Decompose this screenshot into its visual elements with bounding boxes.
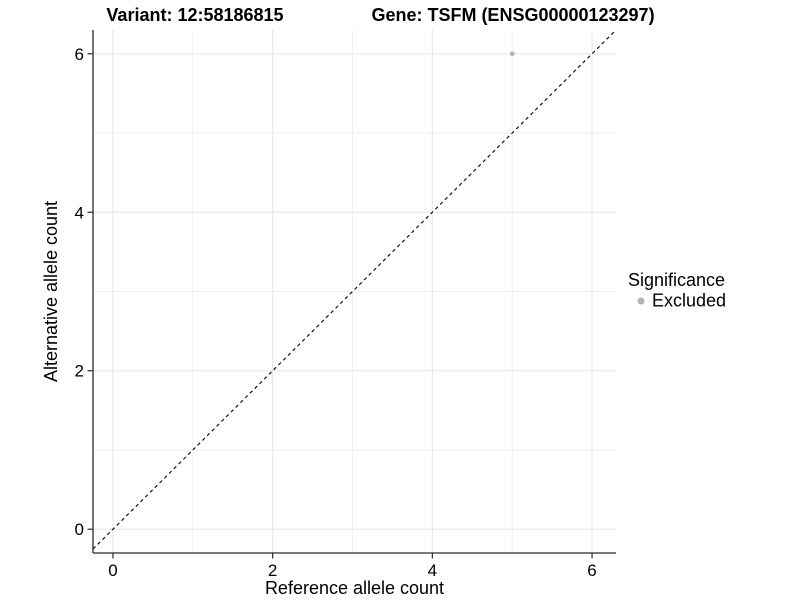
legend-point-swatch [637, 297, 645, 305]
x-tick-label: 2 [268, 561, 277, 580]
legend-title: Significance [628, 270, 725, 290]
axis-lines [92, 30, 616, 554]
y-tick-label: 6 [75, 45, 84, 64]
data-points [509, 51, 515, 57]
x-tick-label: 6 [587, 561, 596, 580]
tick-labels: 0 2 4 6 0 2 4 6 [75, 45, 597, 580]
y-tick-label: 0 [75, 520, 84, 539]
x-tick-label: 4 [428, 561, 437, 580]
identity-reference-line [92, 29, 617, 550]
y-tick-label: 2 [75, 362, 84, 381]
plot-title-gene: Gene: TSFM (ENSG00000123297) [371, 5, 654, 25]
y-tick-label: 4 [75, 203, 84, 222]
plot-title-variant: Variant: 12:58186815 [106, 5, 283, 25]
legend: Significance Excluded [628, 270, 726, 311]
grid-major-lines [93, 30, 616, 553]
dashed-identity-line [92, 29, 617, 550]
legend-item-label: Excluded [652, 291, 726, 311]
data-point [509, 51, 515, 57]
tick-marks [87, 53, 593, 559]
x-axis-title: Reference allele count [265, 578, 444, 598]
y-axis-title: Alternative allele count [41, 201, 61, 382]
x-tick-label: 0 [108, 561, 117, 580]
grid-minor-lines [93, 30, 616, 553]
